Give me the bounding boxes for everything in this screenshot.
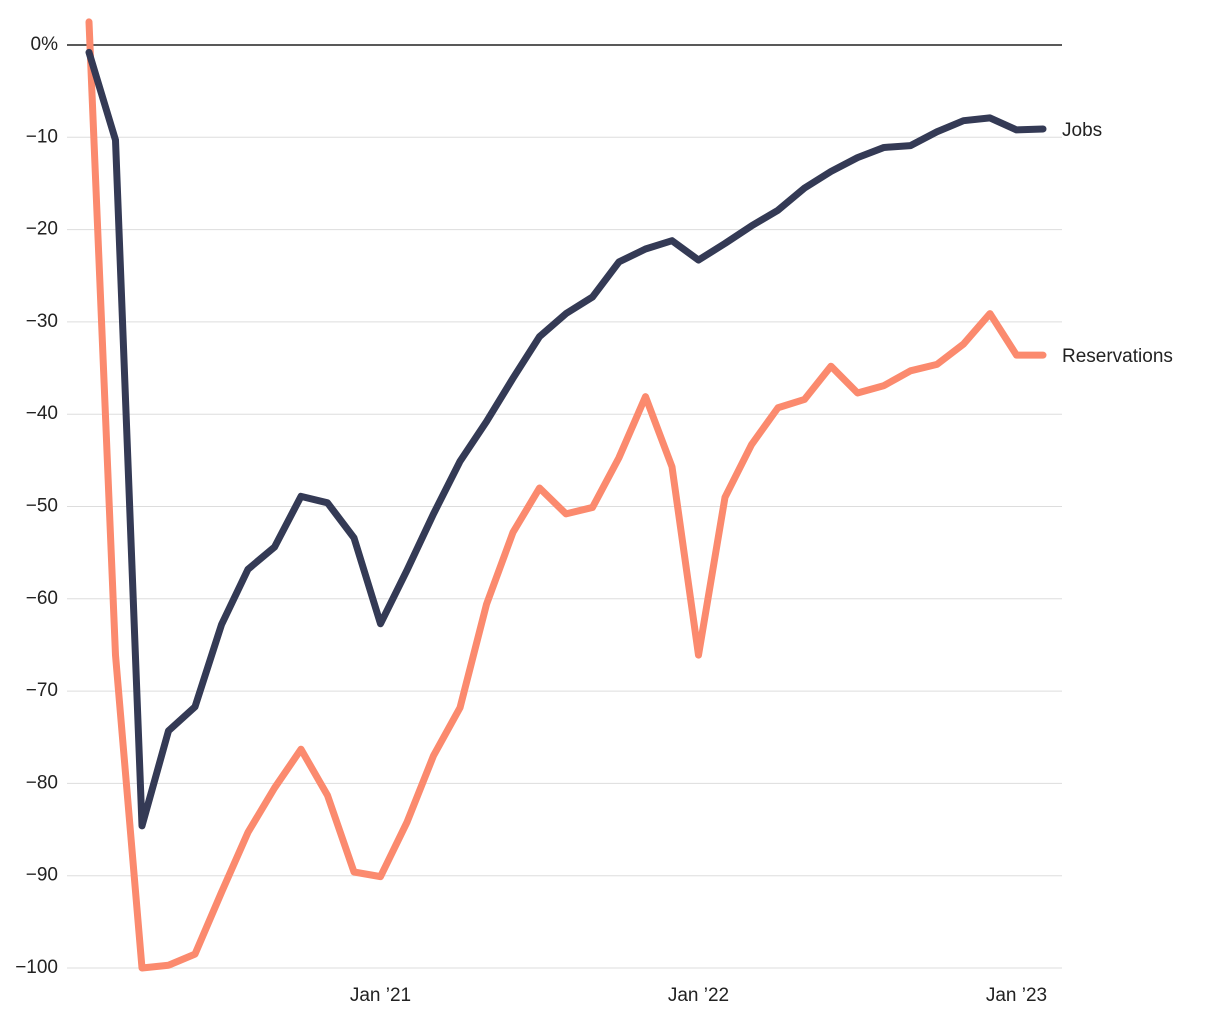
series-label: Jobs xyxy=(1062,120,1102,141)
y-tick-label: −10 xyxy=(26,126,58,147)
x-tick-label: Jan ’23 xyxy=(986,985,1047,1006)
y-tick-label: −30 xyxy=(26,311,58,332)
series-line xyxy=(85,48,1047,830)
y-tick-label: −80 xyxy=(26,772,58,793)
x-tick-label: Jan ’22 xyxy=(668,985,729,1006)
series-label: Reservations xyxy=(1062,346,1173,367)
y-tick-label: −40 xyxy=(26,403,58,424)
x-tick-label: Jan ’21 xyxy=(350,985,411,1006)
y-tick-label: −70 xyxy=(26,680,58,701)
y-tick-label: −60 xyxy=(26,588,58,609)
y-tick-label: −50 xyxy=(26,496,58,517)
series-line xyxy=(85,18,1047,972)
y-tick-label: −100 xyxy=(15,957,58,978)
y-tick-label: −90 xyxy=(26,865,58,886)
y-tick-label: 0% xyxy=(31,34,59,55)
y-tick-label: −20 xyxy=(26,219,58,240)
